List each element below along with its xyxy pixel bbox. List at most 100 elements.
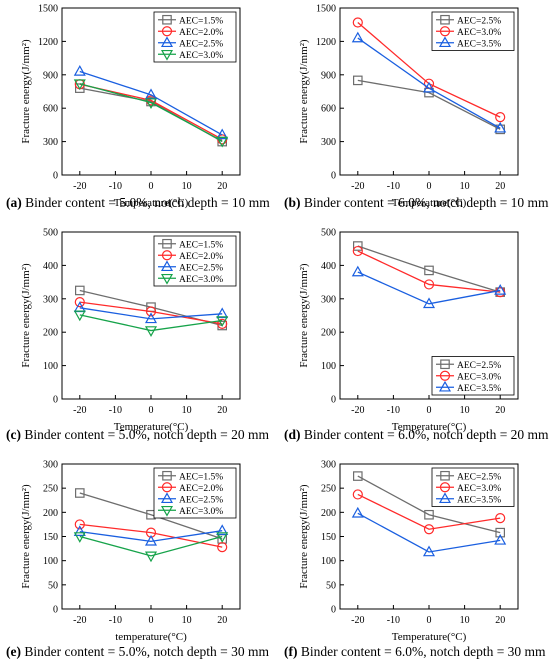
legend-marker [162,14,172,25]
legend-marker [439,26,451,37]
legend-label: AEC=2.5% [179,39,223,49]
x-tick-label: -20 [73,615,86,626]
x-tick-label: -10 [109,405,122,416]
y-tick-label: 50 [48,580,58,591]
x-tick-label: 10 [460,615,470,626]
legend-label: AEC=2.0% [179,252,223,262]
caption-f-tag: (f) [284,644,298,659]
data-point [144,98,158,110]
legend-marker [438,492,452,504]
legend-label: AEC=1.5% [179,472,223,482]
y-tick-label: 1200 [38,37,58,48]
data-point [216,532,229,543]
y-tick-label: 100 [43,556,58,567]
data-point [494,284,507,295]
data-point [216,316,229,327]
series-line [79,70,223,136]
x-axis-label: Temperature(°C) [114,197,189,209]
data-point [422,297,436,309]
series-line [79,301,223,325]
legend-label: AEC=2.5% [179,263,223,273]
legend-label: AEC=2.5% [457,361,501,371]
chart-a: -20 -10 0 10 20 0 300 600 900 1200 1500 Temperature… [20,4,241,209]
y-tick-label: 250 [321,484,336,495]
y-axis-label: Fracture energy(J/mm²) [298,263,310,368]
data-point [422,81,436,93]
y-tick-label: 600 [43,104,58,115]
y-tick-label: 600 [321,104,336,115]
data-point [423,279,435,290]
legend-marker [160,260,174,272]
legend-marker [161,482,173,493]
y-axis-label: Fracture energy(J/mm²) [298,484,310,589]
y-tick-label: 400 [43,261,58,272]
data-point [495,527,505,538]
caption-a-tag: (a) [6,195,22,210]
y-tick-label: 0 [53,605,58,616]
caption-c-text: Binder content = 5.0%, notch depth = 20 … [20,427,270,442]
y-tick-label: 500 [43,228,58,239]
series-line [357,79,501,130]
legend-label: AEC=2.5% [457,472,501,482]
caption-a-text: Binder content = 5.0%, notch depth = 10 … [21,195,270,210]
data-point [73,532,86,543]
x-tick-label: 20 [495,405,505,416]
x-tick-label: 20 [217,405,227,416]
legend-label: AEC=3.0% [179,51,223,61]
y-tick-label: 500 [321,228,336,239]
legend-marker [160,273,174,285]
chart-d: -20 -10 0 10 200100200300400500Temperature(°… [298,228,519,433]
x-tick-label: -20 [73,181,86,192]
x-tick-label: 0 [149,181,154,192]
y-tick-label: 50 [326,580,336,591]
data-point [216,307,229,319]
x-tick-label: 0 [427,615,432,626]
x-axis-label: temperature(°C) [115,631,187,643]
legend-marker [440,359,450,370]
y-tick-label: 0 [331,395,336,406]
y-tick-label: 1500 [316,4,336,15]
legend-label: AEC=3.0% [179,507,223,517]
legend-label: AEC=3.0% [457,372,501,382]
legend-marker [161,26,173,37]
legend-label: AEC=3.5% [457,495,501,505]
caption-d-text: Binder content = 6.0%, notch depth = 20 … [300,427,549,442]
chart-e: -20 -10 0 10 20050100150200250300temperature… [20,460,241,643]
data-point [494,121,507,133]
legend-label: AEC=2.5% [179,495,223,505]
y-tick-label: 250 [43,484,58,495]
x-tick-label: -20 [351,615,364,626]
x-tick-label: 0 [149,615,154,626]
legend-marker [162,470,172,481]
data-point [352,17,363,28]
chart-b: -20 -10 0 10 20 0 300 600 900 1200 1500 Temperature… [298,4,519,209]
caption-c: (c) Binder content = 5.0%, notch depth =… [6,427,269,443]
legend-marker [161,250,173,261]
legend-marker [439,370,451,381]
caption-b: (b) Binder content = 6.0%, notch depth =… [284,195,549,211]
series-line [79,307,223,320]
y-tick-label: 200 [43,508,58,519]
legend-label: AEC=3.5% [457,39,501,49]
legend-marker [438,36,452,48]
data-point [144,534,158,546]
y-tick-label: 300 [321,137,336,148]
data-point [424,265,434,276]
legend-marker [439,482,451,493]
y-axis-label: Fracture energy(J/mm²) [20,39,32,144]
legend-marker [438,380,452,392]
legend-label: AEC=2.5% [457,16,501,26]
y-tick-label: 150 [321,532,336,543]
y-tick-label: 400 [321,261,336,272]
legend-label: AEC=3.0% [457,28,501,38]
data-point [351,265,364,277]
data-point [73,310,86,322]
data-point [495,112,506,123]
y-tick-label: 300 [321,294,336,305]
legend-marker [162,238,172,249]
caption-e: (e) Binder content = 5.0%, notch depth =… [6,644,269,660]
data-point [74,297,85,308]
x-tick-label: -20 [351,181,364,192]
legend-label: AEC=2.0% [179,484,223,494]
